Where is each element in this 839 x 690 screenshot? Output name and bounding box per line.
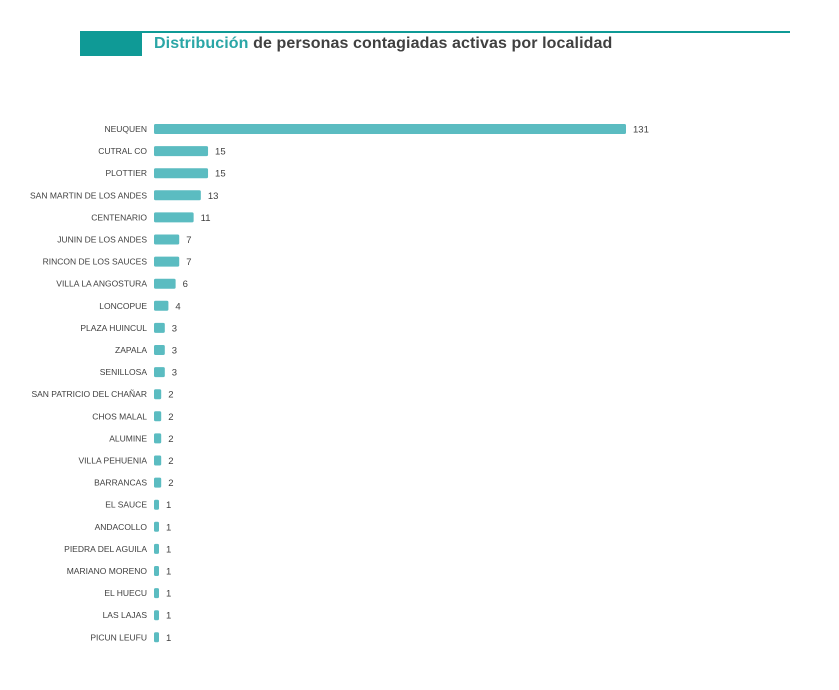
value-label: 1 bbox=[166, 522, 171, 533]
value-label: 1 bbox=[166, 633, 171, 644]
value-label: 1 bbox=[166, 589, 171, 600]
bar bbox=[154, 168, 209, 179]
value-label: 131 bbox=[633, 125, 649, 136]
bar bbox=[154, 477, 162, 488]
value-label: 3 bbox=[172, 346, 177, 357]
value-label: 7 bbox=[186, 257, 191, 268]
bar bbox=[154, 411, 162, 422]
category-label: CENTENARIO bbox=[91, 212, 147, 222]
bar bbox=[154, 389, 162, 400]
category-label: MARIANO MORENO bbox=[67, 566, 148, 576]
bar bbox=[154, 146, 209, 157]
bar bbox=[154, 278, 176, 289]
bar bbox=[154, 367, 165, 378]
bar bbox=[154, 588, 159, 599]
value-label: 7 bbox=[186, 235, 191, 246]
category-label: CUTRAL CO bbox=[98, 146, 147, 156]
bar bbox=[154, 610, 159, 621]
category-label: JUNIN DE LOS ANDES bbox=[57, 235, 147, 245]
value-label: 6 bbox=[183, 279, 188, 290]
category-label: VILLA LA ANGOSTURA bbox=[56, 279, 147, 289]
category-label: CHOS MALAL bbox=[92, 411, 147, 421]
category-label: ANDACOLLO bbox=[95, 522, 148, 532]
value-label: 11 bbox=[201, 213, 211, 224]
category-label: ALUMINE bbox=[109, 433, 147, 443]
value-label: 1 bbox=[166, 567, 171, 578]
chart-title: Distribución de personas contagiadas act… bbox=[154, 35, 612, 53]
category-label: PIEDRA DEL AGUILA bbox=[64, 544, 147, 554]
category-label: LAS LAJAS bbox=[103, 610, 148, 620]
value-label: 3 bbox=[172, 368, 177, 379]
value-label: 4 bbox=[175, 301, 180, 312]
header-accent-block bbox=[80, 31, 142, 56]
category-label: SENILLOSA bbox=[100, 367, 148, 377]
value-label: 2 bbox=[168, 456, 173, 467]
category-label: SAN MARTIN DE LOS ANDES bbox=[30, 190, 147, 200]
bar bbox=[154, 300, 169, 311]
bar bbox=[154, 632, 159, 643]
value-label: 15 bbox=[215, 169, 226, 180]
category-label: PICUN LEUFU bbox=[90, 632, 147, 642]
value-label: 1 bbox=[166, 611, 171, 622]
bar bbox=[154, 566, 159, 576]
chart-title-accent: Distribución bbox=[154, 35, 249, 52]
bar bbox=[154, 521, 159, 532]
value-label: 2 bbox=[168, 434, 173, 445]
category-label: PLOTTIER bbox=[105, 168, 147, 178]
value-label: 1 bbox=[166, 500, 171, 511]
bar bbox=[154, 499, 159, 510]
bar bbox=[154, 345, 165, 355]
category-label: PLAZA HUINCUL bbox=[80, 323, 147, 333]
bar bbox=[154, 124, 626, 134]
value-label: 15 bbox=[215, 147, 226, 158]
value-label: 1 bbox=[166, 544, 171, 555]
bar bbox=[154, 234, 180, 245]
bar bbox=[154, 543, 159, 554]
value-label: 2 bbox=[168, 412, 173, 423]
category-label: NEUQUEN bbox=[104, 124, 147, 134]
category-label: SAN PATRICIO DEL CHAÑAR bbox=[31, 389, 147, 399]
bar bbox=[154, 212, 194, 223]
category-label: RINCON DE LOS SAUCES bbox=[43, 257, 148, 267]
category-label: LONCOPUE bbox=[99, 301, 147, 311]
category-label: VILLA PEHUENIA bbox=[78, 456, 147, 466]
value-label: 2 bbox=[168, 390, 173, 401]
value-label: 3 bbox=[172, 323, 177, 334]
bar bbox=[154, 322, 165, 333]
category-label: BARRANCAS bbox=[94, 478, 147, 488]
bar bbox=[154, 433, 162, 444]
category-label: EL HUECU bbox=[104, 588, 147, 598]
value-label: 13 bbox=[208, 191, 219, 202]
category-label: EL SAUCE bbox=[105, 500, 147, 510]
bar bbox=[154, 190, 201, 201]
value-label: 2 bbox=[168, 478, 173, 489]
bar bbox=[154, 256, 180, 267]
header-rule bbox=[142, 31, 790, 33]
bar bbox=[154, 455, 162, 466]
category-label: ZAPALA bbox=[115, 345, 147, 355]
chart-title-rest: de personas contagiadas activas por loca… bbox=[248, 35, 613, 52]
